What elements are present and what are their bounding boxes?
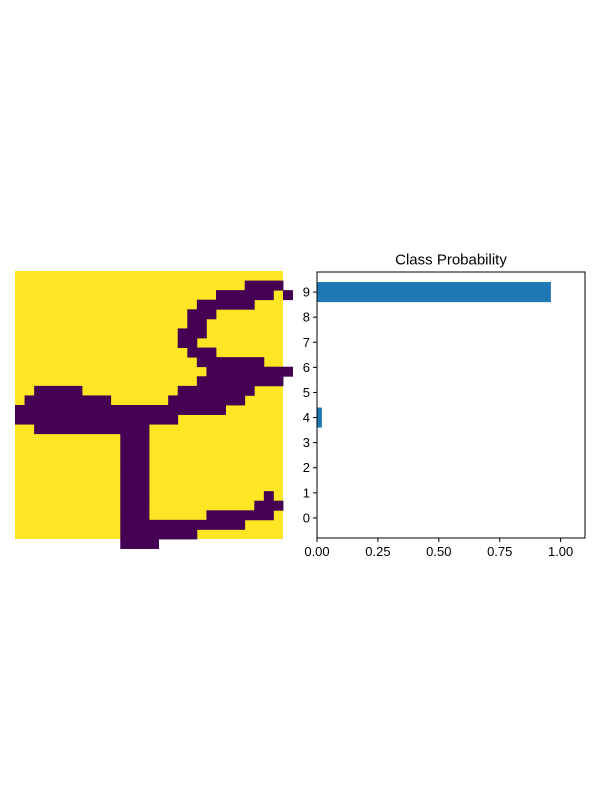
ink-pixel-run [244, 280, 284, 291]
digit-image [15, 271, 293, 549]
ink-pixel-run [34, 385, 83, 396]
ink-pixel-run [177, 385, 255, 396]
class-probability-chart: Class Probability 0.00 0.25 0.50 0.75 1.00 0… [303, 252, 586, 559]
x-tick-label: 0.75 [487, 544, 512, 559]
ink-pixel-run [120, 433, 150, 444]
chart-title: Class Probability [395, 252, 507, 269]
y-tick-label: 1 [303, 485, 310, 500]
ink-pixel-run [120, 529, 198, 540]
ink-pixel-run [196, 357, 265, 368]
ink-pixel-run [120, 443, 150, 454]
bar-class-9 [317, 282, 551, 303]
ink-pixel-run [206, 366, 293, 377]
x-tick-label: 1.00 [548, 544, 573, 559]
ink-pixel-run [196, 376, 284, 387]
ink-pixel-run [15, 405, 226, 415]
ink-pixel-run [120, 539, 159, 549]
ink-pixel-run [120, 500, 150, 511]
ink-pixel-run [120, 491, 150, 502]
ink-pixel-run [120, 510, 150, 521]
ink-pixel-run [283, 290, 293, 301]
ink-pixel-run [120, 462, 150, 473]
ink-pixel-run [15, 414, 179, 425]
y-tick-label: 5 [303, 385, 310, 400]
ink-pixel-run [24, 395, 112, 406]
x-tick-label: 0.25 [365, 544, 390, 559]
y-tick-label: 6 [303, 360, 310, 375]
ink-pixel-run [177, 338, 198, 348]
ink-pixel-run [187, 318, 207, 329]
ink-pixel-run [168, 395, 246, 406]
ink-pixel-run [120, 519, 159, 530]
y-tick-label: 2 [303, 460, 310, 475]
axes-frame [316, 271, 586, 539]
ink-pixel-run [206, 510, 274, 521]
x-axis-ticks: 0.00 0.25 0.50 0.75 1.00 [304, 538, 573, 559]
ink-pixel-run [187, 347, 217, 358]
ink-pixel-run [196, 299, 255, 310]
ink-pixel-run [34, 424, 131, 435]
ink-pixel-run [254, 500, 284, 511]
y-tick-label: 8 [303, 310, 310, 325]
ink-pixel-run [187, 309, 217, 320]
ink-pixel-run [120, 472, 150, 482]
x-tick-label: 0.00 [304, 544, 329, 559]
y-tick-label: 4 [303, 410, 310, 425]
ink-pixel-run [216, 290, 274, 301]
ink-pixel-run [120, 452, 150, 463]
ink-pixel-run [129, 424, 150, 435]
ink-pixel-run [120, 481, 150, 492]
ink-pixel-run [158, 519, 246, 530]
y-tick-label: 9 [303, 285, 310, 300]
y-tick-label: 7 [303, 335, 310, 350]
y-axis-ticks: 0 1 2 3 4 5 6 7 8 9 [303, 285, 317, 525]
bar-class-4 [317, 407, 322, 428]
ink-pixel-run [263, 491, 274, 502]
ink-pixel-run [177, 328, 207, 339]
x-tick-label: 0.50 [426, 544, 451, 559]
y-tick-label: 0 [303, 510, 310, 525]
bars [317, 282, 551, 428]
y-tick-label: 3 [303, 435, 310, 450]
